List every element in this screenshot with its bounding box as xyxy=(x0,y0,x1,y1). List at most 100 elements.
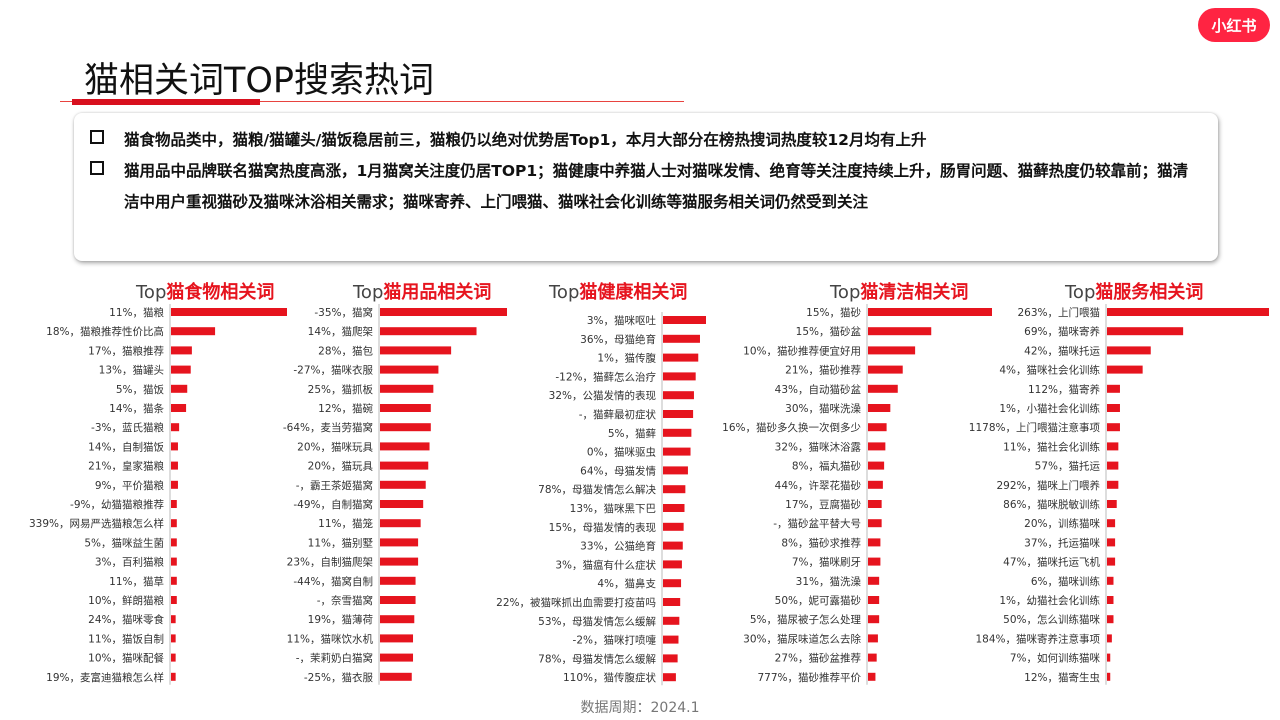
bar xyxy=(1107,576,1114,585)
bar xyxy=(663,466,688,475)
bar xyxy=(663,372,696,381)
category-label: 15%，猫砂 xyxy=(806,306,861,319)
bar xyxy=(663,428,692,437)
bar xyxy=(171,461,178,470)
category-label: 11%，猫饭自制 xyxy=(88,632,164,645)
bar xyxy=(380,384,434,393)
chart-title-main: 猫健康相关词 xyxy=(579,282,688,303)
bar xyxy=(171,538,177,547)
category-label: -，猫藓最初症状 xyxy=(579,408,657,421)
category-label: 36%，母猫绝育 xyxy=(580,333,656,346)
bar xyxy=(171,346,192,355)
bar xyxy=(380,480,426,489)
category-label: 15%，猫砂盆 xyxy=(796,325,862,338)
bar xyxy=(380,672,412,681)
category-label: -44%，猫窝自制 xyxy=(293,575,373,588)
category-label: 777%，猫砂推荐平价 xyxy=(757,671,861,684)
category-label: 3%，百利猫粮 xyxy=(95,556,165,569)
category-label: 12%，猫寄生虫 xyxy=(1024,671,1100,684)
chart-title-main: 猫服务相关词 xyxy=(1095,282,1204,303)
category-label: 50%，妮可露猫砂 xyxy=(775,594,862,607)
chart-title-prefix: Top xyxy=(830,282,861,303)
category-label: -，猫砂盆平替大号 xyxy=(773,517,861,530)
bar xyxy=(380,365,439,374)
category-label: 11%，猫粮 xyxy=(109,306,164,319)
bar xyxy=(380,557,419,566)
bar xyxy=(1107,423,1120,432)
bar xyxy=(380,423,431,432)
category-label: 4%，猫鼻支 xyxy=(597,577,656,590)
category-label: 17%，猫粮推荐 xyxy=(88,344,164,357)
category-label: 42%，猫咪托运 xyxy=(1024,344,1100,357)
bar-chart-svg: 263%，上门喂猫 69%，猫咪寄养 42%，猫咪托运 4%，猫咪社会化训练 112%，… xyxy=(969,304,1269,685)
category-label: 43%，自动猫砂盆 xyxy=(775,383,862,396)
bar xyxy=(380,442,430,451)
category-label: 339%，网易严选猫粮怎么样 xyxy=(29,517,164,530)
bar xyxy=(1107,500,1117,508)
chart-food: 11%，猫粮 18%，猫粮推荐性价比高 17%，猫粮推荐 13%，猫罐头 5%，猫饭 14… xyxy=(0,300,290,685)
bar xyxy=(380,308,507,316)
bar xyxy=(868,442,886,451)
category-label: -2%，猫咪打喷嚏 xyxy=(573,634,657,647)
bar xyxy=(1107,596,1114,604)
bar xyxy=(663,673,676,682)
category-label: 37%，托运猫咪 xyxy=(1024,536,1100,549)
xiaohongshu-logo: 小红书 xyxy=(1198,8,1270,42)
category-label: 3%，猫瘟有什么症状 xyxy=(555,558,656,571)
category-label: 25%，猫抓板 xyxy=(308,383,374,396)
category-label: -25%，猫衣服 xyxy=(304,671,374,684)
chart-cleaning: 15%，猫砂 15%，猫砂盆 10%，猫砂推荐便宜好用 21%，猫砂推荐 43%，自动猫… xyxy=(0,300,995,685)
chart-title-main: 猫清洁相关词 xyxy=(860,282,969,303)
bar xyxy=(868,576,880,585)
category-label: 11%，猫笼 xyxy=(318,517,373,530)
category-label: -，茉莉奶白猫窝 xyxy=(296,652,373,665)
bar xyxy=(380,327,477,336)
chart-title-prefix: Top xyxy=(353,282,384,303)
category-label: 22%，被猫咪抓出血需要打疫苗吗 xyxy=(496,596,656,609)
bar xyxy=(663,485,686,494)
summary-bullet-2: 猫用品中品牌联名猫窝热度高涨，1月猫窝关注度仍居TOP1；猫健康中养猫人士对猫咪… xyxy=(90,156,1200,218)
category-label: 30%，猫尿味道怎么去除 xyxy=(743,632,861,645)
bar xyxy=(868,308,992,316)
bar xyxy=(868,500,882,508)
chart-title-prefix: Top xyxy=(549,282,580,303)
category-label: 14%，猫爬架 xyxy=(308,325,374,338)
category-label: -9%，幼猫猫粮推荐 xyxy=(70,498,164,511)
bar xyxy=(663,541,683,550)
bar xyxy=(380,500,424,508)
category-label: -49%，自制猫窝 xyxy=(293,498,373,511)
category-label: 30%，猫咪洗澡 xyxy=(785,402,861,415)
bar xyxy=(171,596,177,604)
square-bullet-icon xyxy=(90,161,104,175)
bar xyxy=(380,346,452,355)
category-label: 21%，猫砂推荐 xyxy=(785,364,861,377)
bar xyxy=(868,365,903,374)
bar xyxy=(663,579,682,588)
bar xyxy=(868,327,932,336)
category-label: 15%，母猫发情的表现 xyxy=(549,521,657,534)
bar xyxy=(1107,634,1112,643)
category-label: 47%，猫咪托运飞机 xyxy=(1003,556,1100,569)
category-label: -35%，猫窝 xyxy=(314,306,373,319)
bar xyxy=(171,404,187,412)
bar xyxy=(868,480,883,489)
chart-title-food: Top猫食物相关词 xyxy=(136,278,274,304)
category-label: 86%，猫咪脱敏训练 xyxy=(1003,498,1100,511)
category-label: -12%，猫藓怎么治疗 xyxy=(555,370,656,383)
bar xyxy=(1107,384,1120,393)
bar xyxy=(663,353,699,362)
category-label: 32%，公猫发情的表现 xyxy=(549,389,657,402)
bar-chart-svg: 11%，猫粮 18%，猫粮推荐性价比高 17%，猫粮推荐 13%，猫罐头 5%，猫饭 14… xyxy=(29,304,287,685)
bar xyxy=(1107,327,1184,336)
bar xyxy=(1107,308,1269,316)
bar xyxy=(1107,538,1116,547)
category-label: -，霸王茶姬猫窝 xyxy=(296,479,373,492)
bar xyxy=(171,653,176,662)
summary-text-1: 猫食物品类中，猫粮/猫罐头/猫饭稳居前三，猫粮仍以绝对优势居Top1，本月大部分… xyxy=(124,131,927,149)
bar xyxy=(1107,519,1116,528)
category-label: 16%，猫砂多久换一次倒多少 xyxy=(722,421,861,434)
category-label: 9%，平价猫粮 xyxy=(95,479,165,492)
bar xyxy=(868,404,891,412)
bar-chart-svg: 15%，猫砂 15%，猫砂盆 10%，猫砂推荐便宜好用 21%，猫砂推荐 43%，自动猫… xyxy=(722,304,992,685)
category-label: 10%，鲜朗猫粮 xyxy=(88,594,164,607)
